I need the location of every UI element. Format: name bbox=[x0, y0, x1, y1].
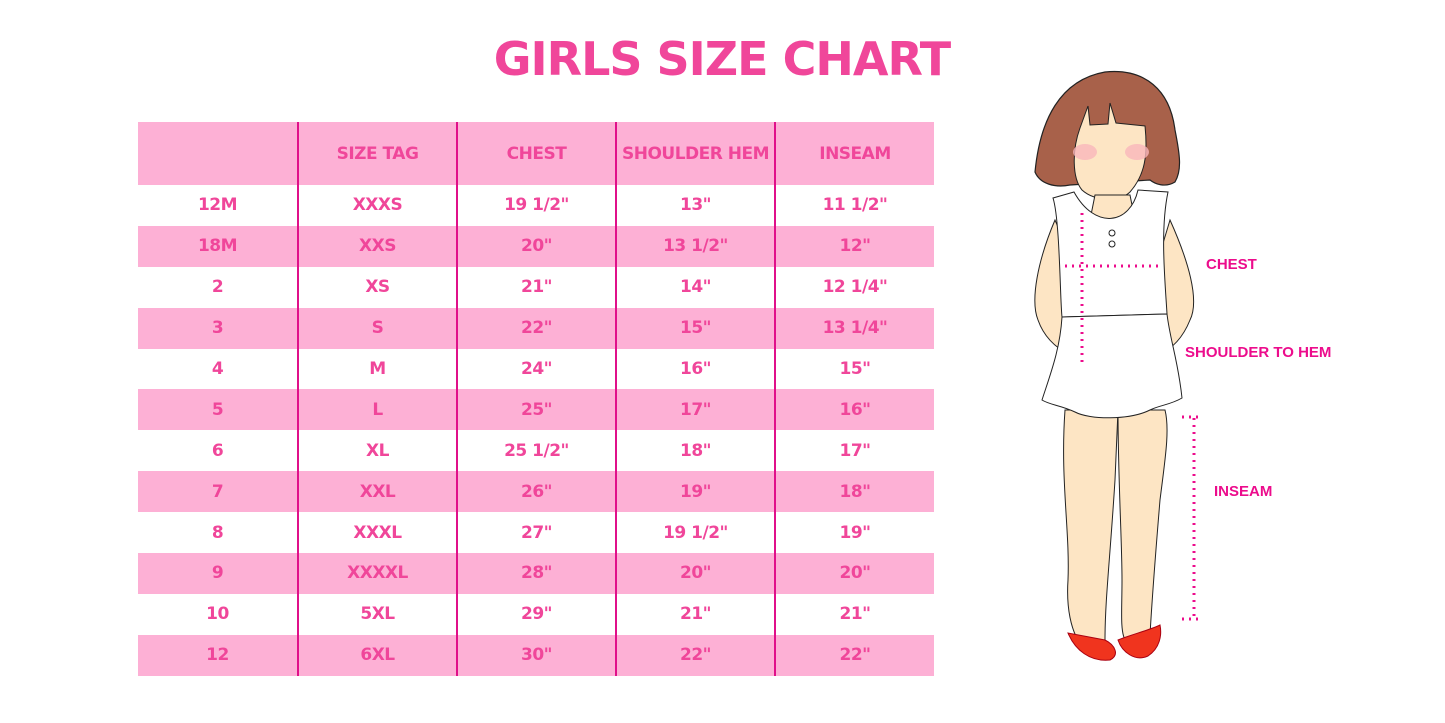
table-cell: 6 bbox=[211, 440, 224, 461]
table-cell: 18" bbox=[615, 430, 775, 472]
table-header-row: SIZE TAG CHEST SHOULDER HEM INSEAM bbox=[138, 122, 934, 185]
table-row: 9 XXXXL 28" 20" 20" bbox=[138, 553, 934, 594]
table-cell: 17" bbox=[774, 430, 934, 472]
table-cell: S bbox=[297, 307, 457, 349]
table-row: 12M XXXS 19 1/2" 13" 11 1/2" bbox=[138, 185, 934, 226]
table-cell: 15" bbox=[774, 348, 934, 390]
table-cell: 21" bbox=[615, 593, 775, 635]
table-cell: 12 bbox=[138, 634, 298, 676]
table-cell: 11 1/2" bbox=[774, 185, 934, 226]
table-cell: 22" bbox=[615, 634, 775, 676]
column-header: CHEST bbox=[456, 122, 616, 185]
table-cell: 26" bbox=[456, 471, 616, 513]
column-header bbox=[138, 122, 298, 185]
table-cell: XXXXL bbox=[297, 553, 457, 594]
table-cell: 8 bbox=[211, 522, 224, 543]
table-row: 8 XXXL 27" 19 1/2" 19" bbox=[138, 512, 934, 554]
table-cell: 5 bbox=[138, 389, 298, 431]
table-cell: 19" bbox=[774, 512, 934, 554]
table-cell: 10 bbox=[206, 604, 229, 625]
table-cell: 28" bbox=[456, 553, 616, 594]
column-header: SIZE TAG bbox=[297, 122, 457, 185]
table-cell: M bbox=[297, 348, 457, 390]
table-cell: 14" bbox=[615, 266, 775, 308]
table-cell: 18" bbox=[774, 471, 934, 513]
table-row: 18M XXS 20" 13 1/2" 12" bbox=[138, 225, 934, 267]
table-cell: 12" bbox=[774, 225, 934, 267]
table-cell: 5XL bbox=[297, 593, 457, 635]
table-cell: XXL bbox=[297, 471, 457, 513]
table-cell: 20" bbox=[456, 225, 616, 267]
column-header: INSEAM bbox=[774, 122, 934, 185]
table-cell: 15" bbox=[615, 307, 775, 349]
table-cell: 25" bbox=[456, 389, 616, 431]
table-cell: 12 1/4" bbox=[774, 266, 934, 308]
table-row: 4 M 24" 16" 15" bbox=[138, 348, 934, 390]
table-row: 5 L 25" 17" 16" bbox=[138, 389, 934, 431]
table-cell: XS bbox=[297, 266, 457, 308]
table-cell: 16" bbox=[774, 389, 934, 431]
table-cell: 3 bbox=[138, 307, 298, 349]
table-row: 3 S 22" 15" 13 1/4" bbox=[138, 307, 934, 349]
table-row: 7 XXL 26" 19" 18" bbox=[138, 471, 934, 513]
table-cell: 24" bbox=[456, 348, 616, 390]
page-title: GIRLS SIZE CHART bbox=[493, 32, 951, 86]
table-row: 10 5XL 29" 21" 21" bbox=[138, 593, 934, 635]
table-cell: L bbox=[297, 389, 457, 431]
shoulder-to-hem-label: SHOULDER TO HEM bbox=[1185, 344, 1332, 361]
table-cell: 19" bbox=[615, 471, 775, 513]
table-cell: XXS bbox=[297, 225, 457, 267]
table-cell: 27" bbox=[456, 512, 616, 554]
size-chart-table: SIZE TAG CHEST SHOULDER HEM INSEAM 12M XXXS 1… bbox=[138, 122, 934, 676]
table-row: 12 6XL 30" 22" 22" bbox=[138, 634, 934, 676]
table-cell: 20" bbox=[774, 553, 934, 594]
table-cell: 13 1/4" bbox=[774, 307, 934, 349]
table-cell: 16" bbox=[615, 348, 775, 390]
table-row: 6 XL 25 1/2" 18" 17" bbox=[138, 430, 934, 472]
table-cell: 12M bbox=[197, 195, 238, 216]
inseam-label: INSEAM bbox=[1214, 483, 1273, 500]
table-cell: 22" bbox=[774, 634, 934, 676]
table-cell: 20" bbox=[615, 553, 775, 594]
column-header: SHOULDER HEM bbox=[615, 122, 775, 185]
table-cell: 29" bbox=[456, 593, 616, 635]
chest-label: CHEST bbox=[1206, 256, 1257, 273]
table-cell: 25 1/2" bbox=[456, 430, 616, 472]
table-cell: 9 bbox=[138, 553, 298, 594]
table-cell: 13" bbox=[615, 185, 775, 226]
table-cell: 17" bbox=[615, 389, 775, 431]
table-row: 2 XS 21" 14" 12 1/4" bbox=[138, 266, 934, 308]
table-cell: XXXS bbox=[297, 185, 457, 226]
table-cell: XL bbox=[297, 430, 457, 472]
table-cell: 13 1/2" bbox=[615, 225, 775, 267]
table-cell: 2 bbox=[211, 277, 224, 298]
table-cell: 4 bbox=[211, 359, 224, 379]
table-cell: 19 1/2" bbox=[615, 512, 775, 554]
table-cell: XXXL bbox=[297, 512, 457, 554]
table-cell: 21" bbox=[774, 593, 934, 635]
table-cell: 19 1/2" bbox=[456, 185, 616, 226]
table-cell: 18M bbox=[138, 225, 298, 267]
table-cell: 21" bbox=[456, 266, 616, 308]
table-cell: 22" bbox=[456, 307, 616, 349]
girl-measurement-illustration bbox=[1034, 70, 1200, 661]
table-cell: 30" bbox=[456, 634, 616, 676]
table-cell: 7 bbox=[138, 471, 298, 513]
table-cell: 6XL bbox=[297, 634, 457, 676]
